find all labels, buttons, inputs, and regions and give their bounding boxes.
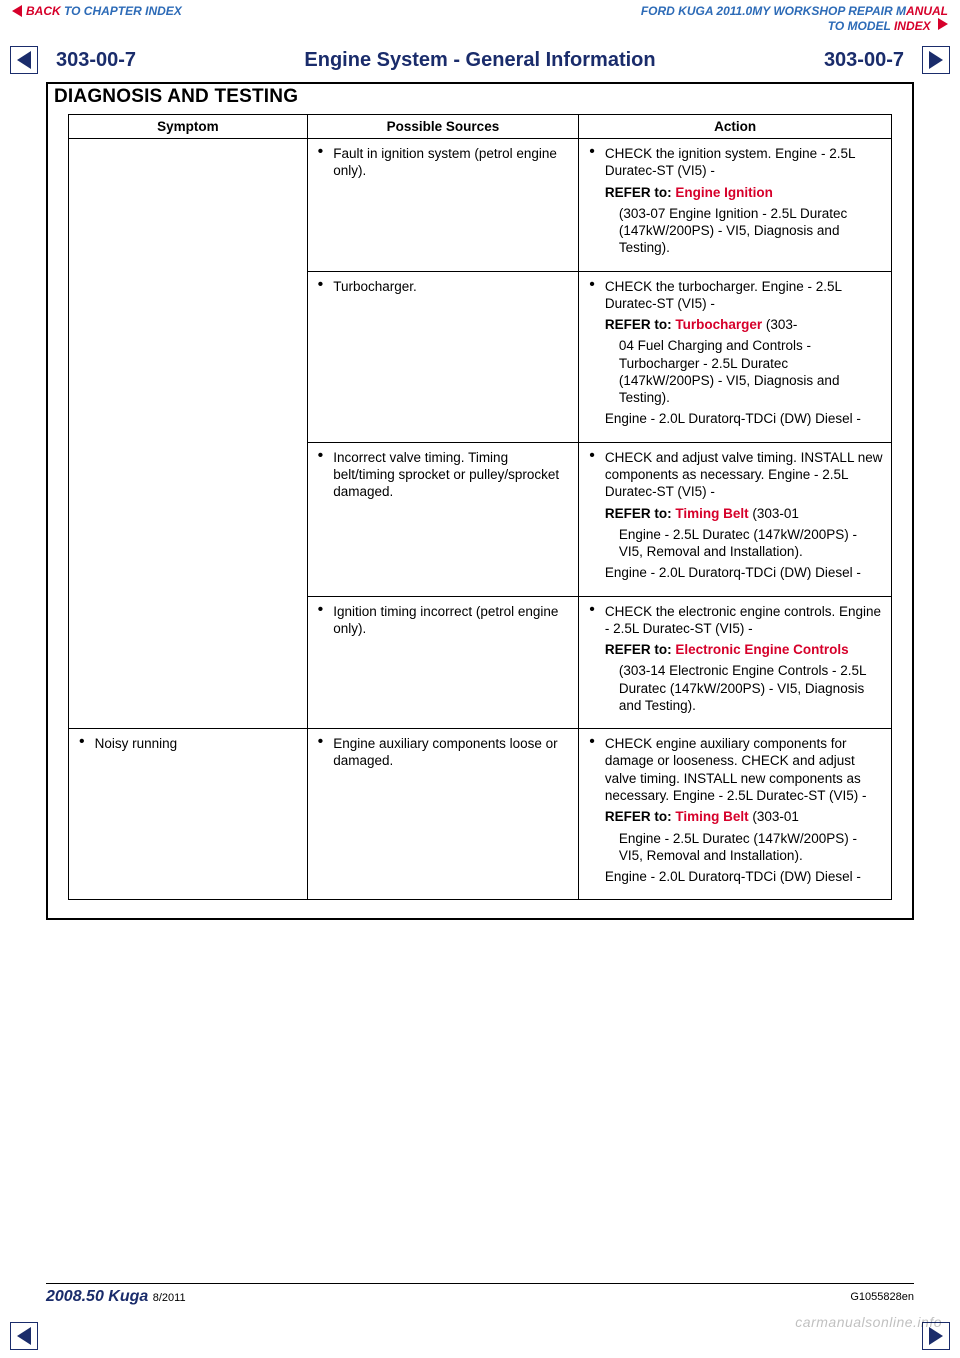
link-engine-ignition[interactable]: Engine Ignition [675,185,773,200]
page-number-right: 303-00-7 [824,49,904,72]
action-cell: • CHECK the ignition system. Engine - 2.… [579,139,892,272]
action-cell: • CHECK and adjust valve timing. INSTALL… [579,442,892,596]
watermark: carmanualsonline.info [795,1314,942,1330]
next-page-button[interactable] [922,46,950,74]
col-symptom: Symptom [69,115,308,139]
symptom-cell [69,139,308,729]
table-header-row: Symptom Possible Sources Action [69,115,892,139]
link-turbocharger[interactable]: Turbocharger [675,317,762,332]
chevron-right-icon [929,51,943,69]
col-sources: Possible Sources [307,115,579,139]
prev-page-button-bottom[interactable] [10,1322,38,1350]
chapter-index-label: TO CHAPTER INDEX [61,4,182,18]
back-label: BACK [26,4,61,18]
manual-title: FORD KUGA 2011.0MY WORKSHOP REPAIR MANUA… [641,4,948,18]
source-cell: • Ignition timing incorrect (petrol engi… [307,596,579,729]
symptom-table: Symptom Possible Sources Action • Fault … [68,114,892,900]
action-cell: • CHECK the turbocharger. Engine - 2.5L … [579,271,892,442]
source-cell: • Incorrect valve timing. Timing belt/ti… [307,442,579,596]
back-arrow-icon [12,5,22,17]
page-number-left: 303-00-7 [56,49,136,72]
action-cell: • CHECK the electronic engine controls. … [579,596,892,729]
source-cell: • Fault in ignition system (petrol engin… [307,139,579,272]
action-cell: • CHECK engine auxiliary components for … [579,729,892,900]
footer-code: G1055828en [850,1291,914,1303]
page-header: 303-00-7 Engine System - General Informa… [10,46,950,74]
col-action: Action [579,115,892,139]
source-cell: • Engine auxiliary components loose or d… [307,729,579,900]
to-model-index[interactable]: TO MODEL INDEX [641,18,948,33]
chevron-left-icon [17,1327,31,1345]
symptom-cell: • Noisy running [69,729,308,900]
source-cell: • Turbocharger. [307,271,579,442]
link-timing-belt[interactable]: Timing Belt [675,506,748,521]
footer-model: 2008.50 Kuga 8/2011 [46,1288,186,1306]
chevron-left-icon [17,51,31,69]
back-to-chapter-index[interactable]: BACK TO CHAPTER INDEX [12,4,182,18]
link-electronic-engine-controls[interactable]: Electronic Engine Controls [675,642,848,657]
link-timing-belt-2[interactable]: Timing Belt [675,809,748,824]
table-row: • Noisy running • Engine auxiliary compo… [69,729,892,900]
forward-arrow-icon [938,18,948,30]
table-row: • Fault in ignition system (petrol engin… [69,139,892,272]
prev-page-button[interactable] [10,46,38,74]
top-navigation: BACK TO CHAPTER INDEX FORD KUGA 2011.0MY… [0,0,960,35]
page-title: Engine System - General Information [304,49,655,72]
content-frame: DIAGNOSIS AND TESTING Symptom Possible S… [46,82,914,920]
section-heading: DIAGNOSIS AND TESTING [48,84,912,114]
page-footer: 2008.50 Kuga 8/2011 G1055828en [46,1283,914,1306]
